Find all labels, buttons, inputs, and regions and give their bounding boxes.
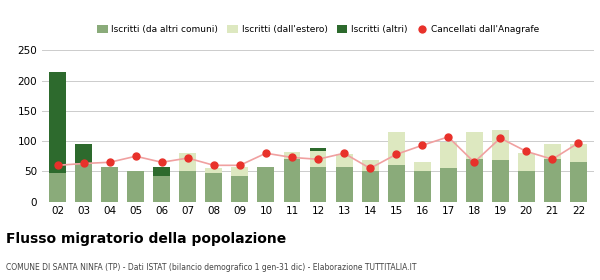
- Point: [287, 155, 297, 160]
- Point: [469, 160, 479, 165]
- Bar: [570, 144, 587, 162]
- Bar: [232, 167, 248, 176]
- Point: [548, 157, 557, 162]
- Legend: Iscritti (da altri comuni), Iscritti (dall'estero), Iscritti (altri), Cancellati: Iscritti (da altri comuni), Iscritti (da…: [93, 22, 543, 38]
- Bar: [544, 144, 561, 159]
- Bar: [492, 130, 509, 160]
- Point: [235, 163, 245, 167]
- Bar: [413, 171, 431, 202]
- Bar: [284, 159, 301, 202]
- Bar: [154, 167, 170, 176]
- Point: [443, 135, 453, 139]
- Bar: [75, 144, 92, 164]
- Bar: [466, 132, 482, 159]
- Bar: [440, 168, 457, 202]
- Bar: [440, 142, 457, 168]
- Bar: [362, 171, 379, 202]
- Point: [105, 160, 115, 165]
- Bar: [518, 171, 535, 202]
- Bar: [205, 168, 223, 173]
- Point: [365, 166, 375, 171]
- Point: [574, 141, 583, 145]
- Point: [157, 160, 167, 165]
- Point: [79, 161, 88, 166]
- Bar: [154, 176, 170, 202]
- Bar: [310, 151, 326, 167]
- Text: Flusso migratorio della popolazione: Flusso migratorio della popolazione: [6, 232, 286, 246]
- Bar: [466, 159, 482, 202]
- Bar: [310, 167, 326, 202]
- Bar: [388, 132, 404, 165]
- Point: [313, 157, 323, 162]
- Point: [339, 151, 349, 155]
- Bar: [335, 167, 353, 202]
- Point: [183, 156, 193, 160]
- Point: [131, 154, 140, 158]
- Bar: [310, 148, 326, 151]
- Text: COMUNE DI SANTA NINFA (TP) - Dati ISTAT (bilancio demografico 1 gen-31 dic) - El: COMUNE DI SANTA NINFA (TP) - Dati ISTAT …: [6, 263, 416, 272]
- Bar: [205, 173, 223, 202]
- Bar: [101, 167, 118, 202]
- Bar: [362, 160, 379, 171]
- Point: [391, 152, 401, 157]
- Bar: [49, 173, 66, 202]
- Bar: [413, 162, 431, 171]
- Bar: [570, 162, 587, 202]
- Bar: [49, 72, 66, 173]
- Bar: [179, 171, 196, 202]
- Bar: [492, 160, 509, 202]
- Point: [418, 143, 427, 148]
- Bar: [127, 171, 144, 202]
- Bar: [544, 159, 561, 202]
- Bar: [257, 167, 274, 202]
- Bar: [388, 165, 404, 202]
- Point: [261, 151, 271, 155]
- Bar: [179, 153, 196, 171]
- Point: [496, 136, 505, 140]
- Bar: [75, 164, 92, 202]
- Point: [521, 149, 531, 154]
- Bar: [232, 176, 248, 202]
- Point: [209, 163, 218, 167]
- Bar: [284, 152, 301, 159]
- Bar: [335, 155, 353, 167]
- Bar: [518, 153, 535, 171]
- Point: [53, 163, 62, 167]
